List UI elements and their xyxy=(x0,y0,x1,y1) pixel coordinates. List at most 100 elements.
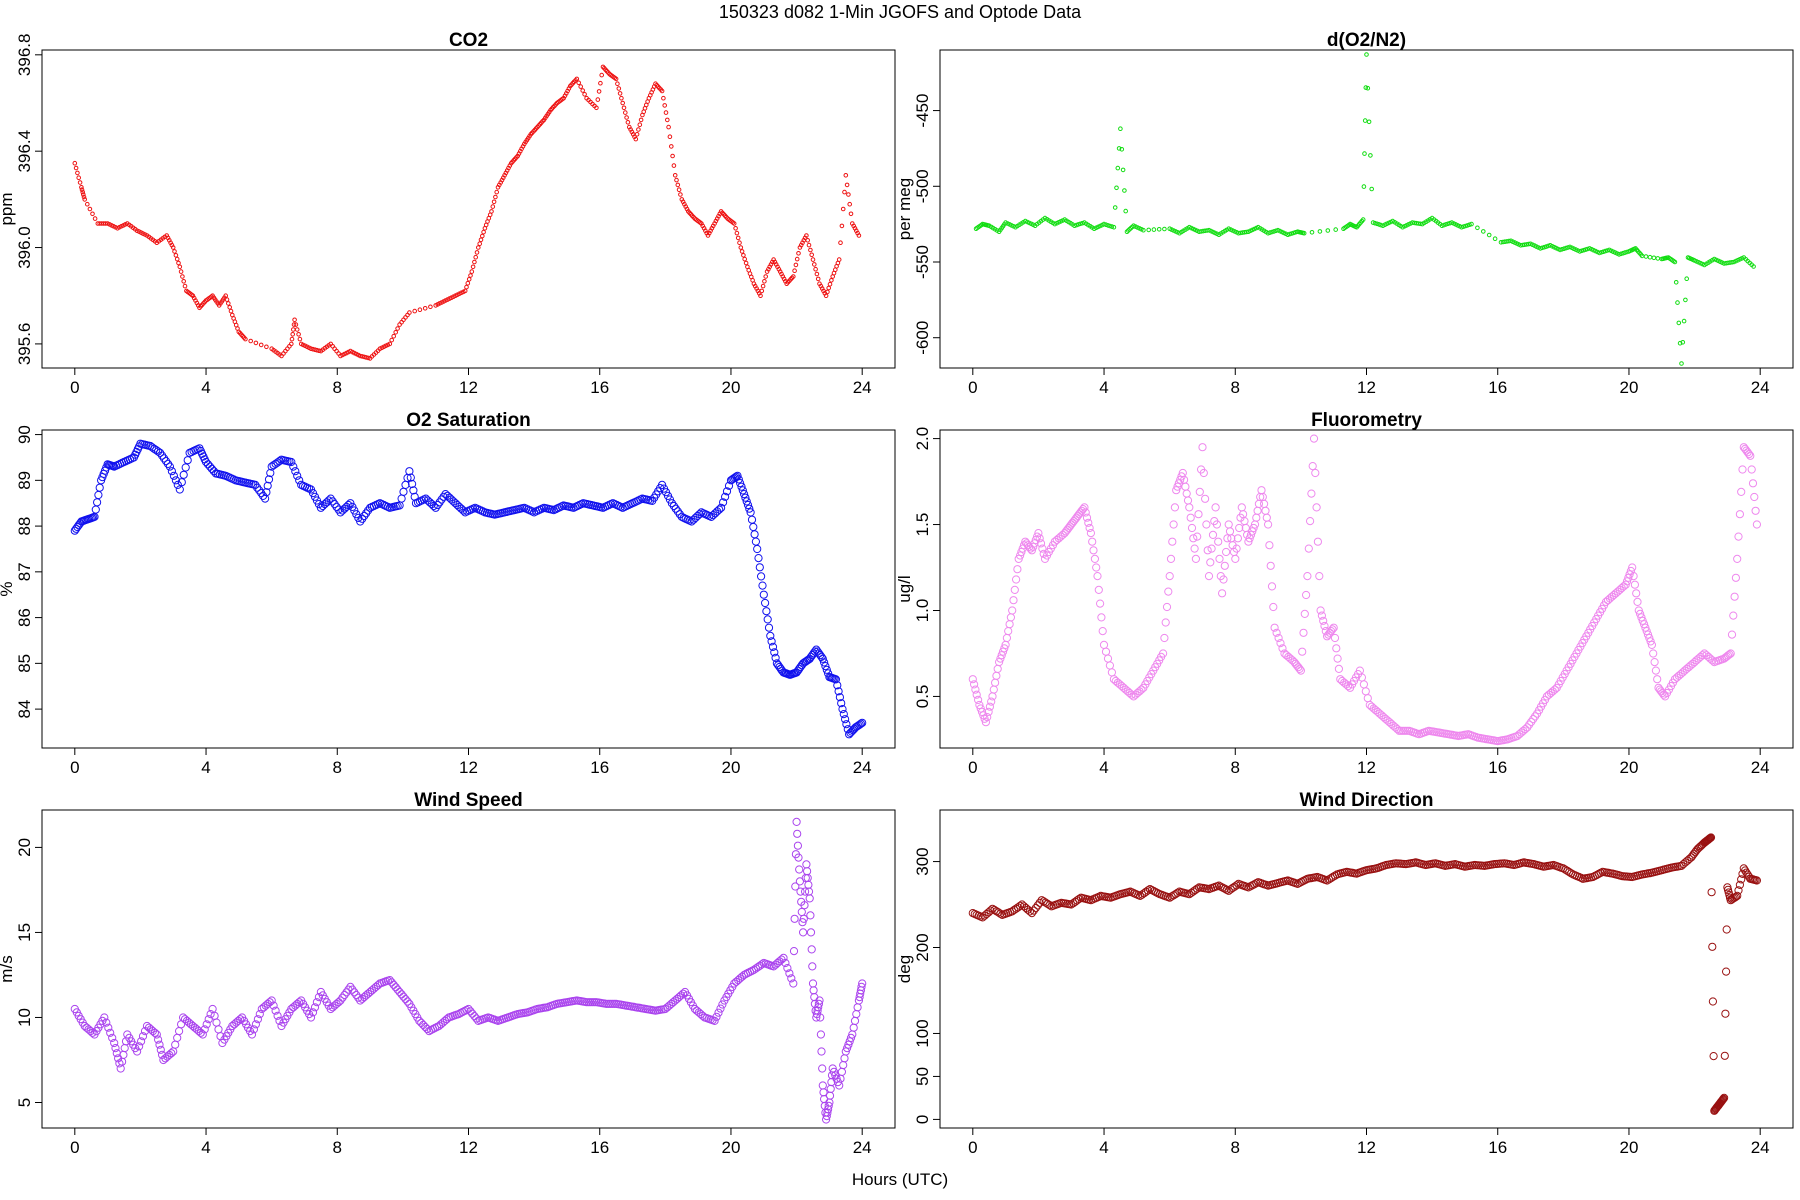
data-point xyxy=(1481,229,1486,234)
data-point xyxy=(180,274,185,279)
x-tick-label: 4 xyxy=(1099,758,1108,777)
data-point xyxy=(1369,186,1374,192)
data-point xyxy=(1542,244,1547,250)
data-point xyxy=(824,1101,833,1111)
data-point xyxy=(1718,1095,1727,1104)
data-point xyxy=(1168,537,1177,546)
data-point xyxy=(1094,585,1103,595)
data-point xyxy=(829,1067,839,1077)
x-tick-label: 12 xyxy=(1357,758,1376,777)
data-point xyxy=(310,1003,320,1012)
data-point xyxy=(306,1013,316,1022)
chart-panel-1: d(O2/N2) per meg 0 4 8 12 16 20 24 -450 -500 -550 -6… xyxy=(895,30,1794,397)
data-point xyxy=(993,664,1002,674)
data-point xyxy=(357,353,363,359)
data-point xyxy=(825,289,830,295)
data-point xyxy=(167,467,176,476)
data-point xyxy=(1225,527,1235,536)
data-point xyxy=(94,490,103,500)
data-point xyxy=(733,226,738,231)
data-point xyxy=(1364,52,1369,57)
data-point xyxy=(439,492,448,501)
data-point xyxy=(264,344,269,350)
data-point xyxy=(1245,534,1254,543)
data-point xyxy=(1143,886,1153,895)
data-point xyxy=(753,544,762,554)
chart-panel-0: CO2 ppm 0 4 8 12 16 20 24 395.6 396.0 396.4 396.8 xyxy=(0,30,896,397)
data-point xyxy=(359,354,365,359)
data-point xyxy=(766,631,775,641)
data-point xyxy=(751,537,761,546)
data-point xyxy=(816,1013,825,1022)
data-point xyxy=(734,230,740,236)
data-point xyxy=(986,906,995,915)
data-point xyxy=(1016,901,1025,911)
data-point xyxy=(104,1023,113,1032)
data-point xyxy=(1173,888,1182,898)
y-tick-label: 88 xyxy=(15,517,34,536)
data-point xyxy=(462,288,468,294)
plot-frame xyxy=(939,49,1794,369)
data-point xyxy=(839,223,845,229)
data-point xyxy=(1031,903,1040,913)
data-point xyxy=(1201,494,1210,503)
y-tick-label: -500 xyxy=(913,169,932,203)
data-point xyxy=(992,907,1001,916)
data-point xyxy=(248,338,253,344)
data-point xyxy=(1739,864,1748,873)
data-point xyxy=(137,1037,146,1046)
data-point xyxy=(849,1023,858,1032)
data-point xyxy=(971,685,980,694)
data-point xyxy=(794,853,803,862)
y-tick-label: 89 xyxy=(15,471,34,490)
data-point xyxy=(1137,685,1146,694)
data-point xyxy=(738,486,747,495)
data-point xyxy=(763,615,772,624)
data-point xyxy=(1219,575,1228,584)
data-point xyxy=(1181,482,1190,491)
data-point xyxy=(695,510,704,519)
data-point xyxy=(759,590,768,599)
data-point xyxy=(636,127,641,132)
data-point xyxy=(837,699,846,708)
data-point xyxy=(79,187,85,192)
data-point xyxy=(1395,726,1404,735)
data-point xyxy=(1559,864,1568,873)
data-point xyxy=(790,914,799,923)
data-point xyxy=(779,953,788,963)
data-point xyxy=(1634,606,1643,615)
data-point xyxy=(1730,592,1739,601)
figure-suptitle: 150323 d082 1-Min JGOFS and Optode Data xyxy=(719,2,1082,22)
data-point xyxy=(1271,229,1277,234)
data-point xyxy=(1203,546,1212,555)
data-points xyxy=(968,434,1762,746)
y-tick-label: 10 xyxy=(15,1008,34,1027)
data-point xyxy=(792,268,797,274)
y-tick-label: 396.0 xyxy=(15,226,34,269)
data-point xyxy=(1127,690,1136,699)
data-point xyxy=(275,457,284,466)
data-point xyxy=(1169,520,1178,529)
data-point xyxy=(1681,318,1687,324)
data-point xyxy=(1086,529,1096,538)
data-point xyxy=(393,985,402,994)
data-point xyxy=(1401,726,1410,735)
x-tick-label: 16 xyxy=(590,758,609,777)
data-point xyxy=(754,554,763,563)
data-point xyxy=(1707,888,1716,897)
data-point xyxy=(1330,633,1340,643)
data-point xyxy=(1742,868,1751,877)
x-tick-label: 12 xyxy=(1357,378,1376,397)
data-point xyxy=(363,355,369,360)
data-point xyxy=(574,76,580,82)
data-point xyxy=(1603,248,1608,254)
data-point xyxy=(1362,151,1367,156)
x-tick-label: 0 xyxy=(968,378,977,397)
data-point xyxy=(991,678,1000,687)
data-point xyxy=(594,105,599,111)
data-point xyxy=(1729,611,1738,620)
data-point xyxy=(289,341,294,347)
data-point xyxy=(791,882,800,891)
data-point xyxy=(314,993,323,1002)
data-point xyxy=(803,867,812,876)
